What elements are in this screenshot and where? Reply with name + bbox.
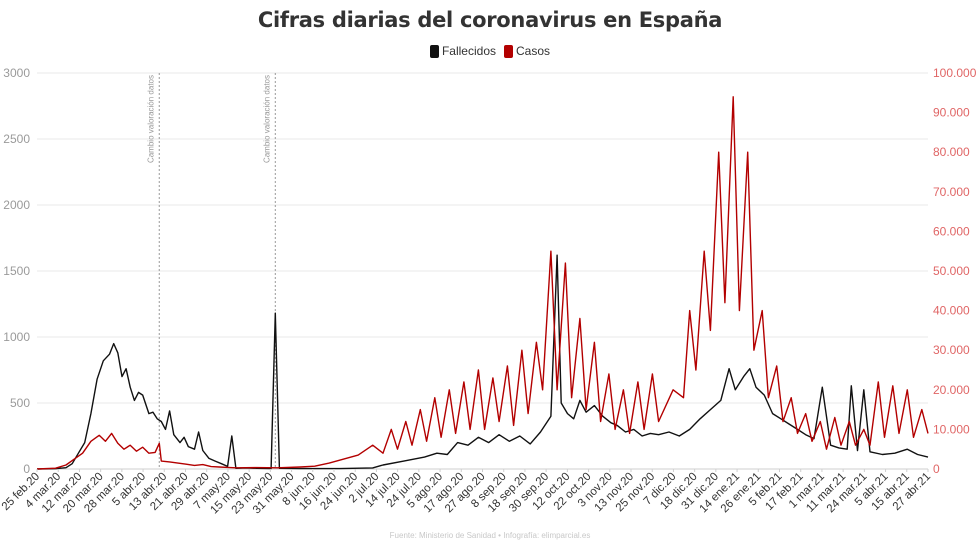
legend-swatch-fallecidos <box>429 44 439 58</box>
y-right-tick-label: 60.000 <box>933 224 970 238</box>
y-right-tick-label: 80.000 <box>933 145 970 159</box>
chart-title: Cifras diarias del coronavirus en España <box>257 8 723 32</box>
y-right-tick-label: 10.000 <box>933 422 970 436</box>
series-line-fallecidos <box>36 254 929 470</box>
legend-item-fallecidos[interactable]: Fallecidos <box>429 44 496 58</box>
source-note: Fuente: Ministerio de Sanidad • Infograf… <box>389 531 591 540</box>
legend-label-casos: Casos <box>516 44 551 58</box>
legend-item-casos[interactable]: Casos <box>504 44 550 58</box>
series-line-casos <box>36 96 929 470</box>
annotation-label: Cambio valoración datos <box>146 75 155 163</box>
legend-swatch-casos <box>504 44 513 58</box>
y-left-tick-label: 500 <box>10 396 30 410</box>
y-left-tick-label: 1500 <box>3 264 30 278</box>
y-right-tick-label: 70.000 <box>933 185 970 199</box>
y-left-tick-label: 0 <box>23 462 30 476</box>
y-right-tick-label: 30.000 <box>933 343 970 357</box>
legend-label-fallecidos: Fallecidos <box>441 44 496 58</box>
y-left-tick-label: 1000 <box>3 330 30 344</box>
y-left-tick-label: 2000 <box>3 198 30 212</box>
y-right-tick-label: 50.000 <box>933 264 970 278</box>
y-left-tick-label: 2500 <box>3 132 30 146</box>
y-right-tick-label: 90.000 <box>933 106 970 120</box>
annotation-label: Cambio valoración datos <box>262 75 271 163</box>
y-right-tick-label: 20.000 <box>933 383 970 397</box>
y-right-tick-label: 40.000 <box>933 304 970 318</box>
chart-legend: Fallecidos Casos <box>0 44 980 58</box>
y-right-tick-label: 100.000 <box>933 66 977 80</box>
y-left-tick-label: 3000 <box>3 66 30 80</box>
y-right-tick-label: 0 <box>933 462 940 476</box>
